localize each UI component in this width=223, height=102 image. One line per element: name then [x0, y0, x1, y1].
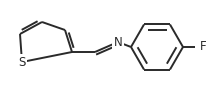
Text: F: F [200, 40, 206, 54]
Text: N: N [114, 35, 122, 48]
Text: S: S [18, 55, 26, 69]
